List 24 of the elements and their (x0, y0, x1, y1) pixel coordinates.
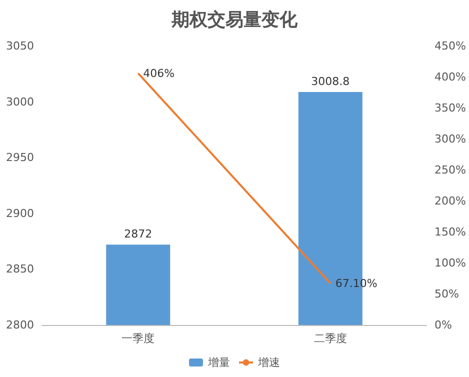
y-tick-label: 3000 (6, 95, 34, 108)
y2-tick-label: 150% (434, 226, 466, 238)
y-tick-label: 3050 (6, 40, 34, 52)
data-label: 3008.8 (311, 74, 350, 88)
x-tick-label: 一季度 (122, 332, 155, 345)
y2-tick-label: 50% (434, 288, 460, 300)
legend-label: 增速 (257, 356, 280, 369)
y2-tick-label: 300% (434, 132, 466, 146)
y2-tick-label: 0% (434, 318, 452, 332)
data-label: 2872 (124, 228, 152, 241)
y2-tick-label: 450% (434, 40, 466, 52)
y2-tick-label: 200% (434, 194, 466, 208)
y-tick-label: 2900 (6, 206, 34, 220)
legend-label: 增量 (207, 356, 230, 369)
y-tick-label: 2950 (6, 151, 34, 164)
data-label: 406% (143, 66, 175, 80)
y-tick-label: 2800 (6, 318, 34, 332)
y2-tick-label: 250% (434, 164, 466, 176)
y-tick-label: 2850 (6, 262, 34, 276)
x-tick-label: 二季度 (314, 332, 347, 345)
y2-tick-label: 350% (434, 102, 466, 114)
chart-title: 期权交易量变化 (170, 10, 298, 30)
y2-tick-label: 400% (434, 70, 466, 84)
y2-tick-label: 100% (434, 256, 466, 270)
